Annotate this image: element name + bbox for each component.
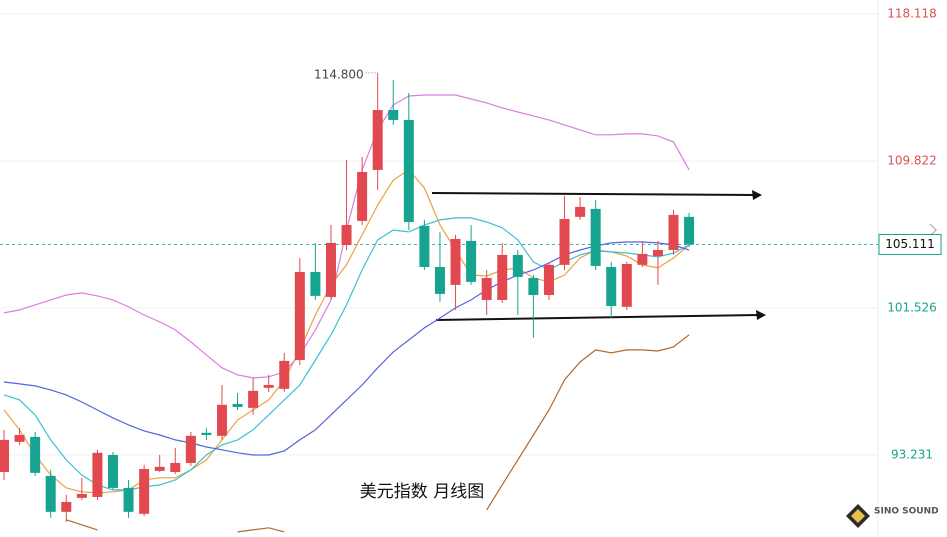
indicator-line (3, 169, 690, 494)
candle-body (466, 240, 477, 282)
candle-body (403, 119, 414, 222)
candle-body (123, 487, 134, 512)
candle-body (14, 434, 25, 442)
support-line (435, 314, 760, 321)
candle-body (419, 225, 430, 267)
candle-body (528, 277, 539, 295)
candle-body (248, 390, 259, 408)
candle-body (652, 249, 663, 257)
arrow-head (756, 310, 766, 320)
candle-body (388, 110, 399, 120)
candle-body (606, 266, 617, 306)
candle-body (450, 239, 461, 285)
candle-body (139, 468, 150, 514)
y-tick-label: 93.231 (891, 447, 933, 461)
candle-body (590, 208, 601, 266)
candle-body (216, 404, 227, 436)
indicator-line (3, 241, 690, 456)
candle-body (325, 242, 336, 297)
chart-title: 美元指数 月线图 (360, 482, 484, 502)
resistance-line (431, 192, 757, 196)
candle-body (621, 263, 632, 307)
candle-body (263, 384, 274, 388)
indicator-line (3, 217, 690, 491)
candle-body (668, 214, 679, 250)
arrow-head (752, 190, 762, 200)
candle-body (294, 271, 305, 361)
candle-body (185, 435, 196, 463)
candle-body (201, 432, 212, 435)
indicator-line (66, 334, 690, 533)
candle-body (575, 206, 586, 217)
candle-body (310, 271, 321, 296)
candle-body (170, 462, 181, 472)
y-tick-label: 118.118 (887, 7, 937, 21)
logo-text: SINO SOUND (874, 507, 939, 517)
candle-body (497, 254, 508, 300)
candle-body (30, 436, 41, 473)
candle-body (232, 403, 243, 407)
candle-body (61, 501, 72, 512)
candle-body (543, 264, 554, 295)
last-price-label: 105.111 (885, 237, 935, 251)
candle-body (434, 266, 445, 294)
candle-body (684, 216, 695, 245)
logo: SINO SOUND (846, 504, 939, 528)
candle-body (0, 439, 9, 472)
candle-body (357, 172, 368, 221)
candle-body (341, 225, 352, 246)
y-tick-label: 101.526 (887, 300, 937, 314)
logo-icon (851, 509, 865, 523)
candle-body (512, 254, 523, 277)
candle-body (76, 493, 87, 498)
candle-body (154, 466, 165, 471)
y-tick-label: 109.822 (887, 154, 937, 168)
annotation: 114.800 (314, 67, 364, 81)
candle-body (372, 110, 383, 170)
candle-body (107, 454, 118, 488)
candle-body (92, 452, 103, 497)
candle-body (637, 253, 648, 265)
candle-body (559, 218, 570, 265)
candle-body (279, 360, 290, 389)
candle-body (45, 475, 56, 512)
candle-body (481, 277, 492, 300)
last-price-box (878, 233, 942, 255)
